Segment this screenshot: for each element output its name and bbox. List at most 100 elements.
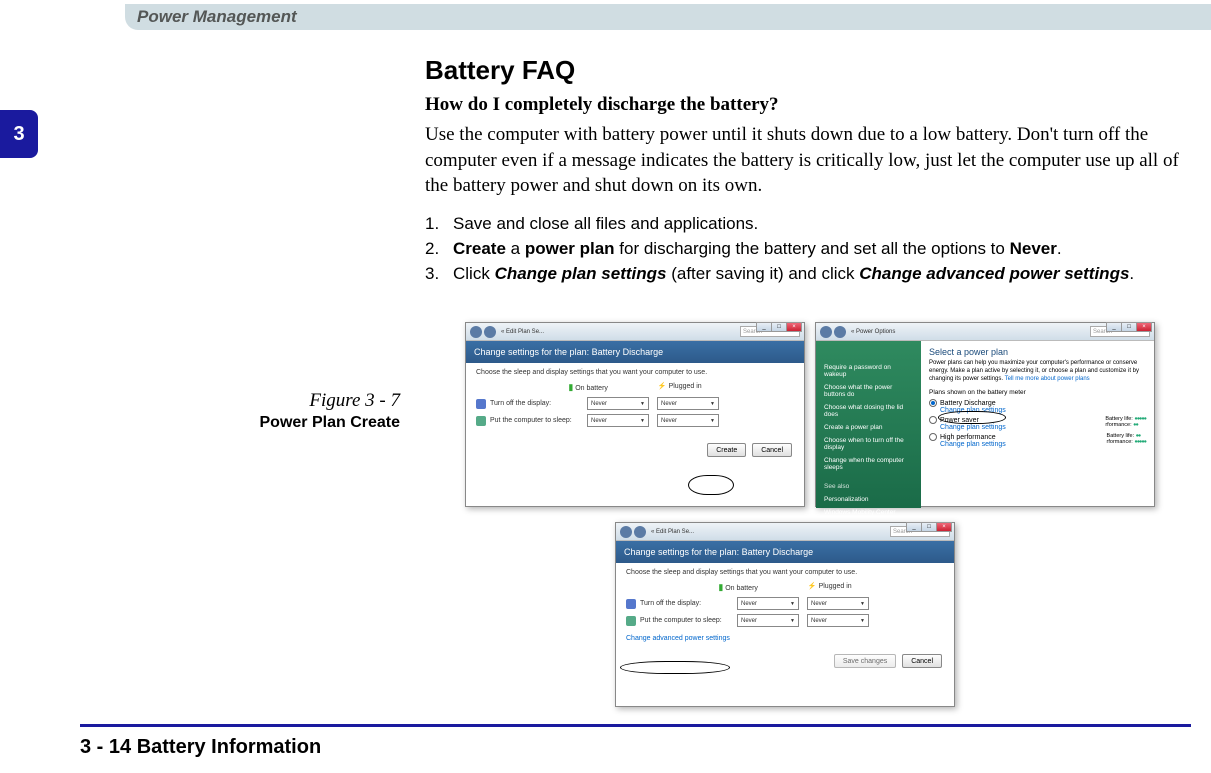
window-controls: _ □ × (1107, 322, 1152, 332)
sidebar-item[interactable]: Windows Mobility Center (822, 506, 915, 519)
header-bar: Power Management (125, 4, 1211, 30)
sidebar: Require a password on wakeup Choose what… (816, 341, 921, 508)
dropdown-plugged[interactable]: Never▼ (657, 397, 719, 410)
address-text: « Power Options (851, 329, 1090, 335)
step-text: Save and close all files and application… (453, 213, 1191, 236)
back-icon[interactable] (820, 326, 832, 338)
footer-rule (80, 724, 1191, 727)
main-panel: Select a power plan Power plans can help… (921, 341, 1154, 506)
chapter-tab: 3 (0, 110, 38, 158)
radio-icon[interactable] (929, 433, 937, 441)
plan-row: High performanceChange plan settings (929, 433, 1006, 448)
radio-icon[interactable] (929, 416, 937, 424)
figure-label: Figure 3 - 7 Power Plan Create (200, 390, 400, 432)
address-text: « Edit Plan Se... (501, 329, 740, 335)
steps-list: 1. Save and close all files and applicat… (425, 213, 1191, 286)
dropdown-battery[interactable]: Never▼ (587, 414, 649, 427)
dropdown-plugged[interactable]: Never▼ (657, 414, 719, 427)
dropdown-plugged[interactable]: Never▼ (807, 597, 869, 610)
step-text: Click Change plan settings (after saving… (453, 263, 1191, 286)
subtitle: How do I completely discharge the batter… (425, 94, 1191, 116)
plan-meta: Battery life: ●●●●●rformance: ●● (1105, 416, 1146, 431)
window-power-options: « Power Options Search _ □ × Require a p… (815, 322, 1155, 507)
header-title: Power Management (137, 7, 297, 27)
minimize-icon[interactable]: _ (906, 522, 922, 532)
sleep-icon (626, 616, 636, 626)
step-num: 1. (425, 213, 453, 236)
sidebar-item[interactable]: Personalization (822, 493, 915, 506)
radio-icon[interactable] (929, 399, 937, 407)
window-edit-plan-create: « Edit Plan Se... Search _ □ × Change se… (465, 322, 805, 507)
forward-icon[interactable] (834, 326, 846, 338)
content-area: Battery FAQ How do I completely discharg… (425, 55, 1191, 288)
display-icon (476, 399, 486, 409)
panel-title: Select a power plan (929, 347, 1146, 357)
learn-more-link[interactable]: Tell me more about power plans (1005, 376, 1090, 382)
figure-number: Figure 3 - 7 (200, 390, 400, 412)
body-text: Use the computer with battery power unti… (425, 122, 1191, 199)
step-text: Create a power plan for discharging the … (453, 238, 1191, 261)
step-num: 2. (425, 238, 453, 261)
display-icon (626, 599, 636, 609)
sidebar-header: See also (822, 480, 915, 493)
sidebar-item[interactable]: Change when the computer sleeps (822, 454, 915, 474)
minimize-icon[interactable]: _ (1106, 322, 1122, 332)
forward-icon[interactable] (634, 526, 646, 538)
dropdown-battery[interactable]: Never▼ (737, 597, 799, 610)
sidebar-item[interactable]: Choose what the power buttons do (822, 381, 915, 401)
window-controls: _ □ × (757, 322, 802, 332)
sidebar-item[interactable]: Choose when to turn off the display (822, 434, 915, 454)
column-headers: ▮ On battery ⚡ Plugged in (626, 582, 944, 593)
forward-icon[interactable] (484, 326, 496, 338)
change-link[interactable]: Change plan settings (940, 424, 1006, 431)
save-button[interactable]: Save changes (834, 654, 896, 668)
address-text: « Edit Plan Se... (651, 529, 890, 535)
maximize-icon[interactable]: □ (1121, 322, 1137, 332)
back-icon[interactable] (620, 526, 632, 538)
sidebar-item[interactable]: Require a password on wakeup (822, 361, 915, 381)
titlebar: « Power Options Search _ □ × (816, 323, 1154, 341)
step-1: 1. Save and close all files and applicat… (425, 213, 1191, 236)
panel-sub: Choose the sleep and display settings th… (626, 569, 944, 576)
dropdown-battery[interactable]: Never▼ (587, 397, 649, 410)
highlight-oval (620, 661, 730, 674)
footer-text: 3 - 14 Battery Information (80, 736, 321, 759)
row-label: Turn off the display: (490, 400, 583, 407)
back-icon[interactable] (470, 326, 482, 338)
cancel-button[interactable]: Cancel (752, 443, 792, 457)
step-3: 3. Click Change plan settings (after sav… (425, 263, 1191, 286)
close-icon[interactable]: × (786, 322, 802, 332)
panel-title: Change settings for the plan: Battery Di… (616, 541, 954, 563)
titlebar: « Edit Plan Se... Search _ □ × (466, 323, 804, 341)
row-display: Turn off the display: Never▼ Never▼ (476, 397, 794, 410)
row-label: Put the computer to sleep: (640, 617, 733, 624)
step-2: 2. Create a power plan for discharging t… (425, 238, 1191, 261)
highlight-oval (938, 411, 1006, 424)
create-button[interactable]: Create (707, 443, 746, 457)
column-headers: ▮ On battery ⚡ Plugged in (476, 382, 794, 393)
minimize-icon[interactable]: _ (756, 322, 772, 332)
row-label: Turn off the display: (640, 600, 733, 607)
close-icon[interactable]: × (936, 522, 952, 532)
panel-desc: Power plans can help you maximize your c… (929, 360, 1146, 383)
maximize-icon[interactable]: □ (771, 322, 787, 332)
close-icon[interactable]: × (1136, 322, 1152, 332)
sidebar-item[interactable]: Choose what closing the lid does (822, 401, 915, 421)
advanced-link[interactable]: Change advanced power settings (626, 635, 944, 642)
cancel-button[interactable]: Cancel (902, 654, 942, 668)
dropdown-plugged[interactable]: Never▼ (807, 614, 869, 627)
row-sleep: Put the computer to sleep: Never▼ Never▼ (626, 614, 944, 627)
panel-body: Choose the sleep and display settings th… (616, 563, 954, 648)
button-row: Create Cancel (466, 437, 804, 461)
maximize-icon[interactable]: □ (921, 522, 937, 532)
sidebar-item[interactable]: Create a power plan (822, 421, 915, 434)
dropdown-battery[interactable]: Never▼ (737, 614, 799, 627)
screenshots-area: « Edit Plan Se... Search _ □ × Change se… (465, 322, 1185, 732)
panel-body: Choose the sleep and display settings th… (466, 363, 804, 437)
row-sleep: Put the computer to sleep: Never▼ Never▼ (476, 414, 794, 427)
panel-sub: Choose the sleep and display settings th… (476, 369, 794, 376)
panel-title: Change settings for the plan: Battery Di… (466, 341, 804, 363)
change-link[interactable]: Change plan settings (940, 441, 1006, 448)
chapter-number: 3 (13, 123, 24, 146)
main-title: Battery FAQ (425, 55, 1191, 86)
